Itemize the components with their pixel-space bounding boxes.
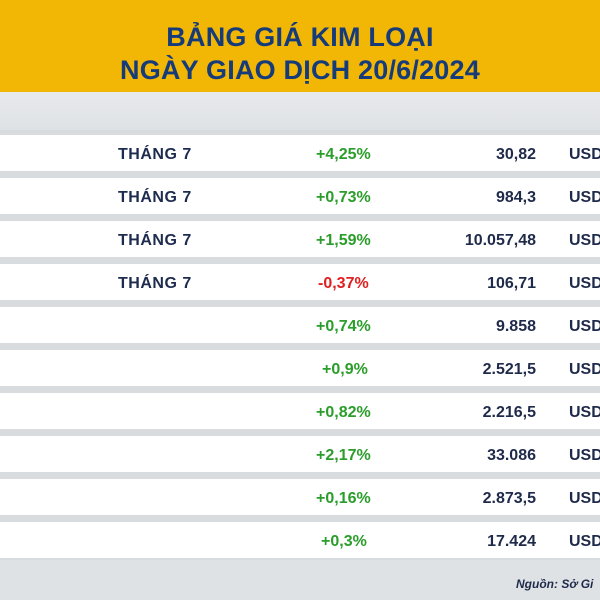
price-cell: 17.424: [487, 533, 536, 550]
unit-cell: USD: [569, 146, 600, 163]
change-cell: +0,9%: [322, 361, 368, 378]
table-row: THÁNG 7 +1,59% 10.057,48 USD: [0, 221, 600, 257]
table-row: +0,3% 17.424 USD: [0, 522, 600, 558]
unit-cell: USD: [569, 404, 600, 421]
table-row: +0,16% 2.873,5 USD: [0, 479, 600, 515]
title-line-2: NGÀY GIAO DỊCH 20/6/2024: [120, 55, 480, 85]
unit-cell: USD: [569, 232, 600, 249]
month-cell: THÁNG 7: [118, 189, 192, 206]
change-cell: +0,3%: [321, 533, 367, 550]
price-cell: 2.521,5: [482, 361, 536, 378]
change-cell: +0,74%: [316, 318, 371, 335]
unit-cell: USD: [569, 318, 600, 335]
change-cell: +1,59%: [316, 232, 371, 249]
price-cell: 9.858: [495, 318, 536, 335]
month-cell: THÁNG 7: [118, 232, 192, 249]
price-cell: 2.216,5: [482, 404, 536, 421]
sub-band: [0, 92, 600, 130]
table-row: +0,74% 9.858 USD: [0, 307, 600, 343]
table-row: THÁNG 7 +4,25% 30,82 USD: [0, 135, 600, 171]
price-cell: 10.057,48: [464, 232, 536, 249]
table-row: THÁNG 7 -0,37% 106,71 USD: [0, 264, 600, 300]
price-cell: 30,82: [495, 146, 536, 163]
month-cell: THÁNG 7: [118, 275, 192, 292]
header-banner: BẢNG GIÁ KIM LOẠI NGÀY GIAO DỊCH 20/6/20…: [0, 0, 600, 92]
change-cell: +2,17%: [316, 447, 371, 464]
change-cell: +4,25%: [316, 146, 371, 163]
unit-cell: USD: [569, 189, 600, 206]
unit-cell: USD: [569, 447, 600, 464]
table-row: +0,9% 2.521,5 USD: [0, 350, 600, 386]
unit-cell: USD: [569, 490, 600, 507]
source-note: Nguồn: Sở Gi: [516, 577, 594, 591]
price-cell: 2.873,5: [482, 490, 536, 507]
table-row: +0,82% 2.216,5 USD: [0, 393, 600, 429]
change-cell: +0,16%: [316, 490, 371, 507]
footer-band: [0, 560, 600, 600]
change-cell: -0,37%: [318, 275, 369, 292]
unit-cell: USD: [569, 361, 600, 378]
unit-cell: USD: [569, 275, 600, 292]
change-cell: +0,82%: [316, 404, 371, 421]
price-cell: 106,71: [487, 275, 536, 292]
title-line-1: BẢNG GIÁ KIM LOẠI: [166, 22, 434, 52]
table-row: THÁNG 7 +0,73% 984,3 USD: [0, 178, 600, 214]
unit-cell: USD: [569, 533, 600, 550]
month-cell: THÁNG 7: [118, 146, 192, 163]
table-row: +2,17% 33.086 USD: [0, 436, 600, 472]
price-cell: 33.086: [487, 447, 536, 464]
change-cell: +0,73%: [316, 189, 371, 206]
price-cell: 984,3: [495, 189, 536, 206]
